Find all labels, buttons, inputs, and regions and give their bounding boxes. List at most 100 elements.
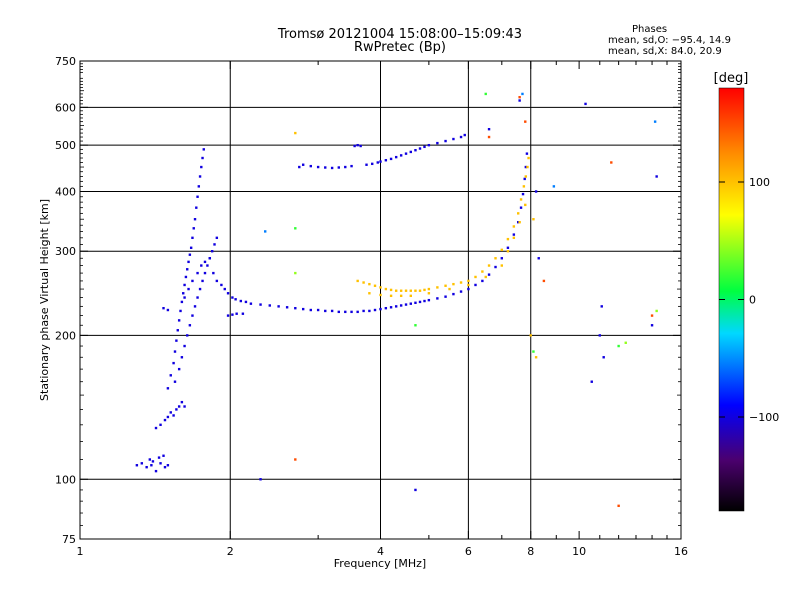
data-point: [500, 248, 504, 252]
phase-stats-heading: Phases: [632, 24, 668, 35]
data-point: [316, 308, 320, 312]
data-point: [175, 339, 178, 342]
data-point: [359, 144, 362, 148]
data-point: [177, 405, 181, 408]
chart-subtitle: RwPretec (Bp): [353, 40, 447, 55]
data-point: [598, 334, 601, 337]
data-point: [414, 488, 417, 492]
data-point: [324, 166, 327, 169]
data-point: [208, 257, 212, 260]
data-point: [384, 306, 388, 310]
data-point: [452, 282, 455, 286]
data-point: [183, 405, 186, 408]
data-point: [532, 218, 535, 221]
data-point: [177, 367, 181, 371]
data-point: [154, 426, 158, 430]
data-point: [373, 284, 377, 287]
data-point: [231, 296, 234, 299]
data-point: [521, 192, 525, 196]
data-point: [173, 380, 177, 383]
data-point: [487, 135, 491, 139]
data-point: [180, 300, 184, 304]
x-tick-label: 6: [465, 545, 472, 558]
data-point: [584, 102, 587, 106]
axis-tick-labels: 1 2 4 6 8 10 16 75 100 200 300 400 500 600 750: [55, 55, 688, 558]
data-point: [157, 456, 161, 459]
data-point: [188, 324, 192, 327]
data-point: [517, 212, 520, 215]
data-point: [203, 271, 207, 275]
data-point: [184, 275, 188, 279]
data-point: [481, 279, 484, 283]
data-point: [353, 144, 356, 148]
data-point: [423, 288, 426, 292]
data-point: [518, 95, 521, 99]
data-point: [537, 257, 540, 260]
data-point: [196, 271, 199, 275]
data-point: [151, 460, 155, 463]
data-point: [394, 155, 398, 159]
data-point: [534, 356, 538, 359]
data-point: [527, 156, 530, 160]
data-point: [166, 415, 170, 419]
data-point: [500, 257, 504, 260]
data-point: [191, 279, 194, 283]
data-point: [213, 243, 216, 246]
y-tick-label: 600: [55, 101, 76, 114]
data-point: [624, 341, 627, 344]
data-point: [226, 292, 230, 295]
data-point: [506, 250, 510, 253]
data-point: [176, 329, 179, 332]
data-point: [384, 287, 388, 291]
data-point: [145, 465, 148, 469]
data-point: [409, 150, 412, 154]
x-axis-label: Frequency [MHz]: [334, 557, 426, 570]
data-point: [212, 271, 215, 275]
data-point: [356, 279, 359, 283]
data-point: [452, 137, 455, 141]
data-point: [163, 418, 167, 422]
data-point: [519, 198, 523, 201]
data-point: [200, 165, 203, 169]
data-point: [500, 264, 504, 267]
data-point: [344, 310, 347, 314]
data-point: [215, 236, 219, 240]
data-point: [182, 292, 185, 295]
colorbar-tick-label: 100: [749, 176, 770, 189]
data-point: [183, 344, 186, 348]
data-point: [610, 161, 613, 164]
data-point: [399, 289, 403, 292]
data-point: [655, 175, 658, 178]
phase-stats-o: mean, sd,O: −95.4, 14.9: [608, 35, 731, 46]
data-point: [524, 203, 527, 207]
data-point: [365, 163, 368, 166]
data-point: [487, 264, 491, 267]
y-tick-label: 100: [55, 473, 76, 486]
data-point: [172, 414, 175, 417]
data-point: [436, 141, 439, 145]
data-point: [379, 286, 382, 289]
data-point: [268, 304, 271, 307]
data-point: [294, 227, 297, 230]
y-tick-label: 200: [55, 329, 76, 342]
data-point: [202, 148, 205, 151]
data-point: [198, 175, 202, 178]
y-tick-label: 300: [55, 245, 76, 258]
data-point: [183, 283, 186, 287]
data-point: [523, 177, 526, 181]
data-point: [301, 307, 305, 311]
data-point: [409, 289, 412, 292]
data-point: [169, 374, 172, 377]
data-point: [467, 287, 470, 291]
data-point: [506, 237, 510, 241]
y-axis-label: Stationary phase Virtual Height [km]: [38, 199, 51, 401]
data-point: [394, 305, 398, 308]
data-point: [179, 309, 182, 313]
data-point: [650, 314, 654, 317]
x-tick-label: 10: [572, 545, 586, 558]
data-point: [427, 143, 431, 147]
data-point: [459, 290, 463, 293]
y-tick-label: 500: [55, 139, 76, 152]
data-point: [444, 139, 447, 143]
data-point: [195, 206, 198, 209]
